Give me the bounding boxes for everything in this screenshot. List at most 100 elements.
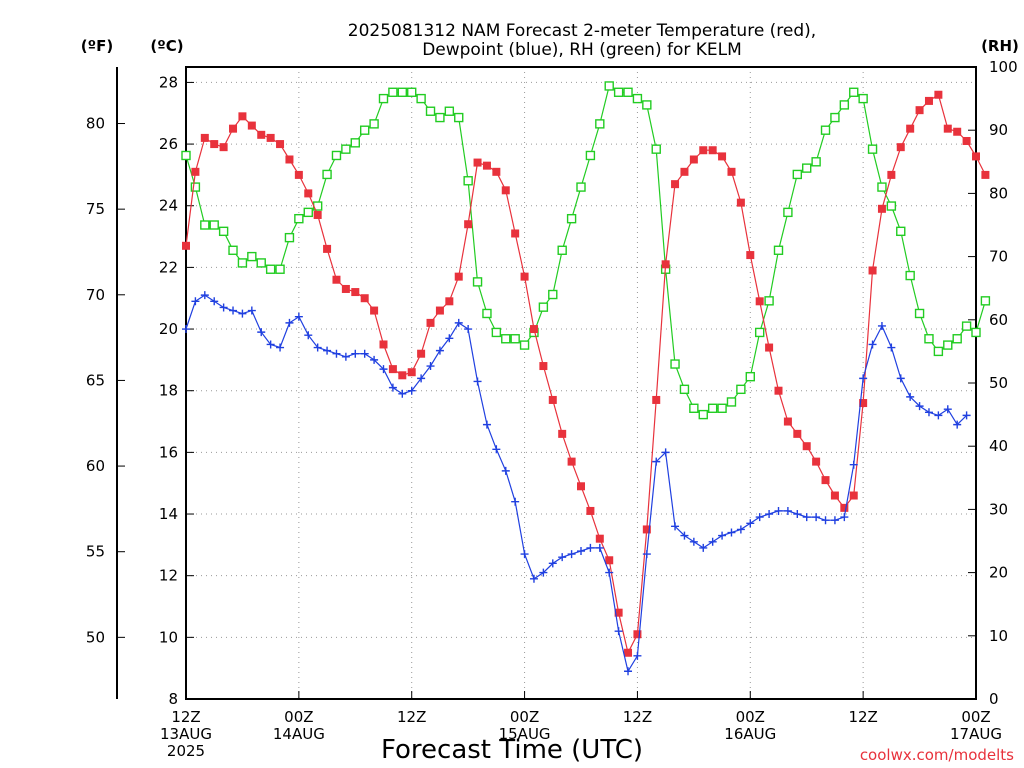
dewpoint-point — [746, 519, 755, 528]
temperature-point — [830, 491, 839, 500]
temperature-point — [708, 146, 717, 155]
dewpoint-point — [877, 321, 886, 330]
dewpoint-point — [445, 334, 454, 343]
rh-tick-label: 0 — [989, 690, 999, 708]
temperature-point — [642, 525, 651, 534]
rh-point — [811, 157, 821, 167]
temperature-point — [943, 124, 952, 133]
temperature-point — [464, 220, 473, 229]
temperature-point — [257, 130, 266, 139]
rh-point — [651, 144, 661, 154]
celsius-tick-label: 12 — [159, 567, 178, 585]
temperature-point — [370, 306, 379, 315]
dewpoint-point — [642, 550, 651, 559]
celsius-tick-label: 22 — [159, 258, 178, 276]
rh-point — [576, 182, 586, 192]
rh-point — [510, 334, 520, 344]
dewpoint-point — [708, 537, 717, 546]
rh-point — [754, 327, 765, 338]
dewpoint-point — [219, 303, 228, 312]
dewpoint-point — [426, 362, 435, 371]
temperature-point — [736, 198, 745, 207]
dewpoint-point — [294, 312, 303, 321]
rh-point — [425, 106, 436, 116]
temperature-point — [454, 272, 463, 281]
temperature-point — [407, 368, 416, 377]
dewpoint-point — [586, 543, 595, 552]
temperature-point — [661, 260, 670, 269]
time-tick-label: 00Z — [961, 708, 990, 726]
temperature-point — [229, 124, 238, 133]
rh-point — [820, 125, 831, 135]
temperature-point — [934, 90, 943, 99]
rh-tick-label: 20 — [989, 564, 1008, 582]
dewpoint-point — [529, 574, 538, 583]
temperature-point — [586, 506, 595, 515]
rh-point — [867, 144, 878, 154]
plot-frame — [185, 66, 977, 700]
title-line-1: 2025081312 NAM Forecast 2-meter Temperat… — [348, 21, 816, 41]
temperature-point — [511, 229, 520, 238]
time-tick-label: 14AUG — [273, 725, 325, 743]
dewpoint-point — [577, 547, 585, 556]
dewpoint-point — [464, 325, 473, 334]
temperature-point — [388, 365, 397, 374]
dewpoint-point — [689, 537, 698, 546]
temperature-point — [802, 442, 811, 451]
celsius-axis: 8 10 12 14 16 18 20 22 24 26 28 — [159, 73, 194, 708]
time-tick-label: 12Z — [848, 708, 877, 726]
celsius-tick-label: 14 — [159, 505, 178, 523]
rh-point — [830, 112, 840, 123]
dewpoint-point — [812, 513, 821, 522]
temperature-point — [473, 158, 482, 167]
fahrenheit-tick-label: 50 — [86, 628, 105, 646]
fahrenheit-tick-label: 75 — [86, 200, 105, 218]
temperature-point — [351, 288, 360, 297]
time-tick-label: 2025 — [167, 742, 205, 760]
temperature-point — [529, 325, 538, 334]
temperature-point — [285, 155, 294, 164]
rh-point — [454, 112, 464, 123]
dewpoint-point — [680, 531, 689, 540]
temperature-point — [887, 170, 896, 179]
rh-point — [209, 220, 219, 230]
rh-point — [538, 302, 549, 312]
temperature-point — [501, 186, 510, 195]
temperature-point — [783, 417, 792, 426]
temperature-point — [417, 349, 426, 358]
temperature-point — [219, 143, 228, 152]
celsius-unit-label: (ºC) — [150, 37, 183, 55]
dewpoint-point — [398, 389, 407, 398]
dewpoint-point — [727, 528, 736, 537]
rh-point — [595, 119, 605, 129]
rh-point — [924, 334, 934, 344]
rh-point — [613, 87, 624, 97]
dewpoint-point — [285, 318, 294, 327]
temperature-point — [727, 167, 736, 176]
dewpoint-point — [736, 525, 745, 534]
dewpoint-point — [276, 343, 285, 352]
rh-point — [745, 371, 755, 382]
temperature-point — [972, 152, 980, 161]
time-tick-label: 15AUG — [499, 725, 551, 743]
rh-point — [407, 87, 417, 97]
temperature-point — [247, 121, 256, 130]
temperature-point — [671, 180, 680, 189]
dewpoint-point — [934, 411, 943, 420]
temperature-point — [332, 275, 341, 284]
temperature-point — [304, 189, 313, 198]
rh-point — [905, 270, 915, 281]
dewpoint-point — [200, 291, 209, 300]
rh-point — [585, 150, 596, 161]
credit-link[interactable]: coolwx.com/modelts — [860, 746, 1014, 764]
dewpoint-point — [953, 420, 962, 429]
rh-point — [726, 397, 737, 407]
rh-point — [435, 112, 445, 123]
dewpoint-point — [473, 377, 482, 386]
temperature-point — [567, 457, 576, 466]
dewpoint-point — [210, 297, 219, 306]
temperature-point — [906, 124, 915, 133]
rh-point — [886, 201, 897, 211]
